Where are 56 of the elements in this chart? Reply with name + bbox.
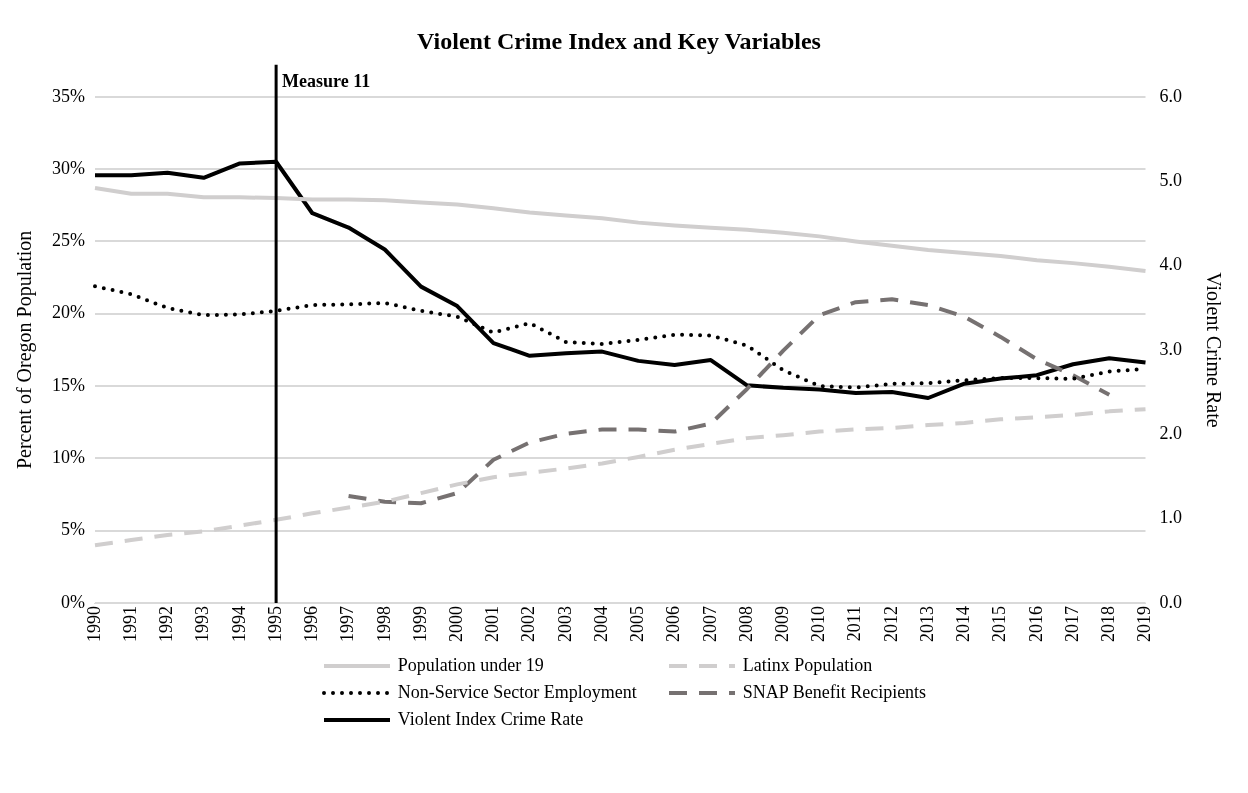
x-tick-label: 2015	[989, 606, 1010, 642]
y-tick-label: 25%	[51, 230, 85, 251]
legend-label: Population under 19	[397, 655, 544, 676]
x-tick-label: 1992	[156, 606, 177, 642]
legend-label: SNAP Benefit Recipients	[742, 682, 927, 703]
legend-label: Latinx Population	[742, 655, 873, 676]
x-tick-label: 1990	[83, 606, 104, 642]
x-tick-label: 1999	[409, 606, 430, 642]
x-tick-label: 1997	[337, 606, 358, 642]
ref-line-label: Measure 11	[282, 71, 371, 92]
x-tick-label: 2013	[916, 606, 937, 642]
x-tick-label: 2016	[1025, 606, 1046, 642]
x-tick-label: 1995	[264, 606, 285, 642]
y-tick-label: 30%	[51, 157, 85, 178]
x-tick-label: 2008	[735, 606, 756, 642]
x-tick-label: 1996	[301, 606, 322, 642]
y2-tick-label: 0.0	[1159, 591, 1182, 612]
x-tick-label: 2007	[699, 606, 720, 642]
x-tick-label: 2018	[1098, 606, 1119, 642]
x-tick-label: 2017	[1061, 606, 1082, 642]
x-tick-label: 2011	[844, 606, 865, 642]
y2-tick-label: 4.0	[1159, 254, 1182, 275]
x-tick-label: 2009	[771, 606, 792, 642]
x-tick-label: 2002	[518, 606, 539, 642]
y2-tick-label: 5.0	[1159, 169, 1182, 190]
y2-tick-label: 3.0	[1159, 338, 1182, 359]
line-series	[346, 297, 1112, 506]
x-tick-label: 1991	[119, 606, 140, 642]
x-tick-label: 1993	[192, 606, 213, 642]
x-tick-label: 2012	[880, 606, 901, 642]
x-tick-label: 2004	[590, 606, 611, 642]
y2-axis-title: Violent Crime Rate	[1202, 272, 1225, 428]
line-series	[92, 407, 1148, 548]
x-tick-label: 2010	[808, 606, 829, 642]
y-tick-label: 20%	[51, 302, 85, 323]
x-tick-label: 2014	[953, 606, 974, 642]
y-axis-title: Percent of Oregon Population	[13, 230, 37, 470]
y2-tick-label: 1.0	[1159, 507, 1182, 528]
y2-tick-label: 2.0	[1159, 423, 1182, 443]
y-tick-label: 0%	[60, 591, 85, 612]
y-tick-label: 10%	[51, 447, 85, 468]
y-tick-label: 15%	[51, 374, 85, 395]
x-tick-label: 1994	[228, 606, 249, 642]
x-tick-label: 2001	[482, 606, 503, 642]
x-tick-label: 2000	[445, 606, 466, 642]
x-tick-label: 1998	[373, 606, 394, 642]
x-tick-label: 2003	[554, 606, 575, 642]
legend-label: Non-Service Sector Employment	[397, 682, 637, 703]
x-tick-label: 2005	[627, 606, 648, 642]
legend-label: Violent Index Crime Rate	[397, 709, 584, 730]
x-tick-label: 2006	[663, 606, 684, 642]
y-tick-label: 35%	[51, 85, 85, 106]
x-tick-label: 2019	[1134, 606, 1155, 642]
y2-tick-label: 6.0	[1159, 85, 1182, 106]
chart-title: Violent Crime Index and Key Variables	[417, 27, 821, 54]
y-tick-label: 5%	[60, 519, 85, 540]
